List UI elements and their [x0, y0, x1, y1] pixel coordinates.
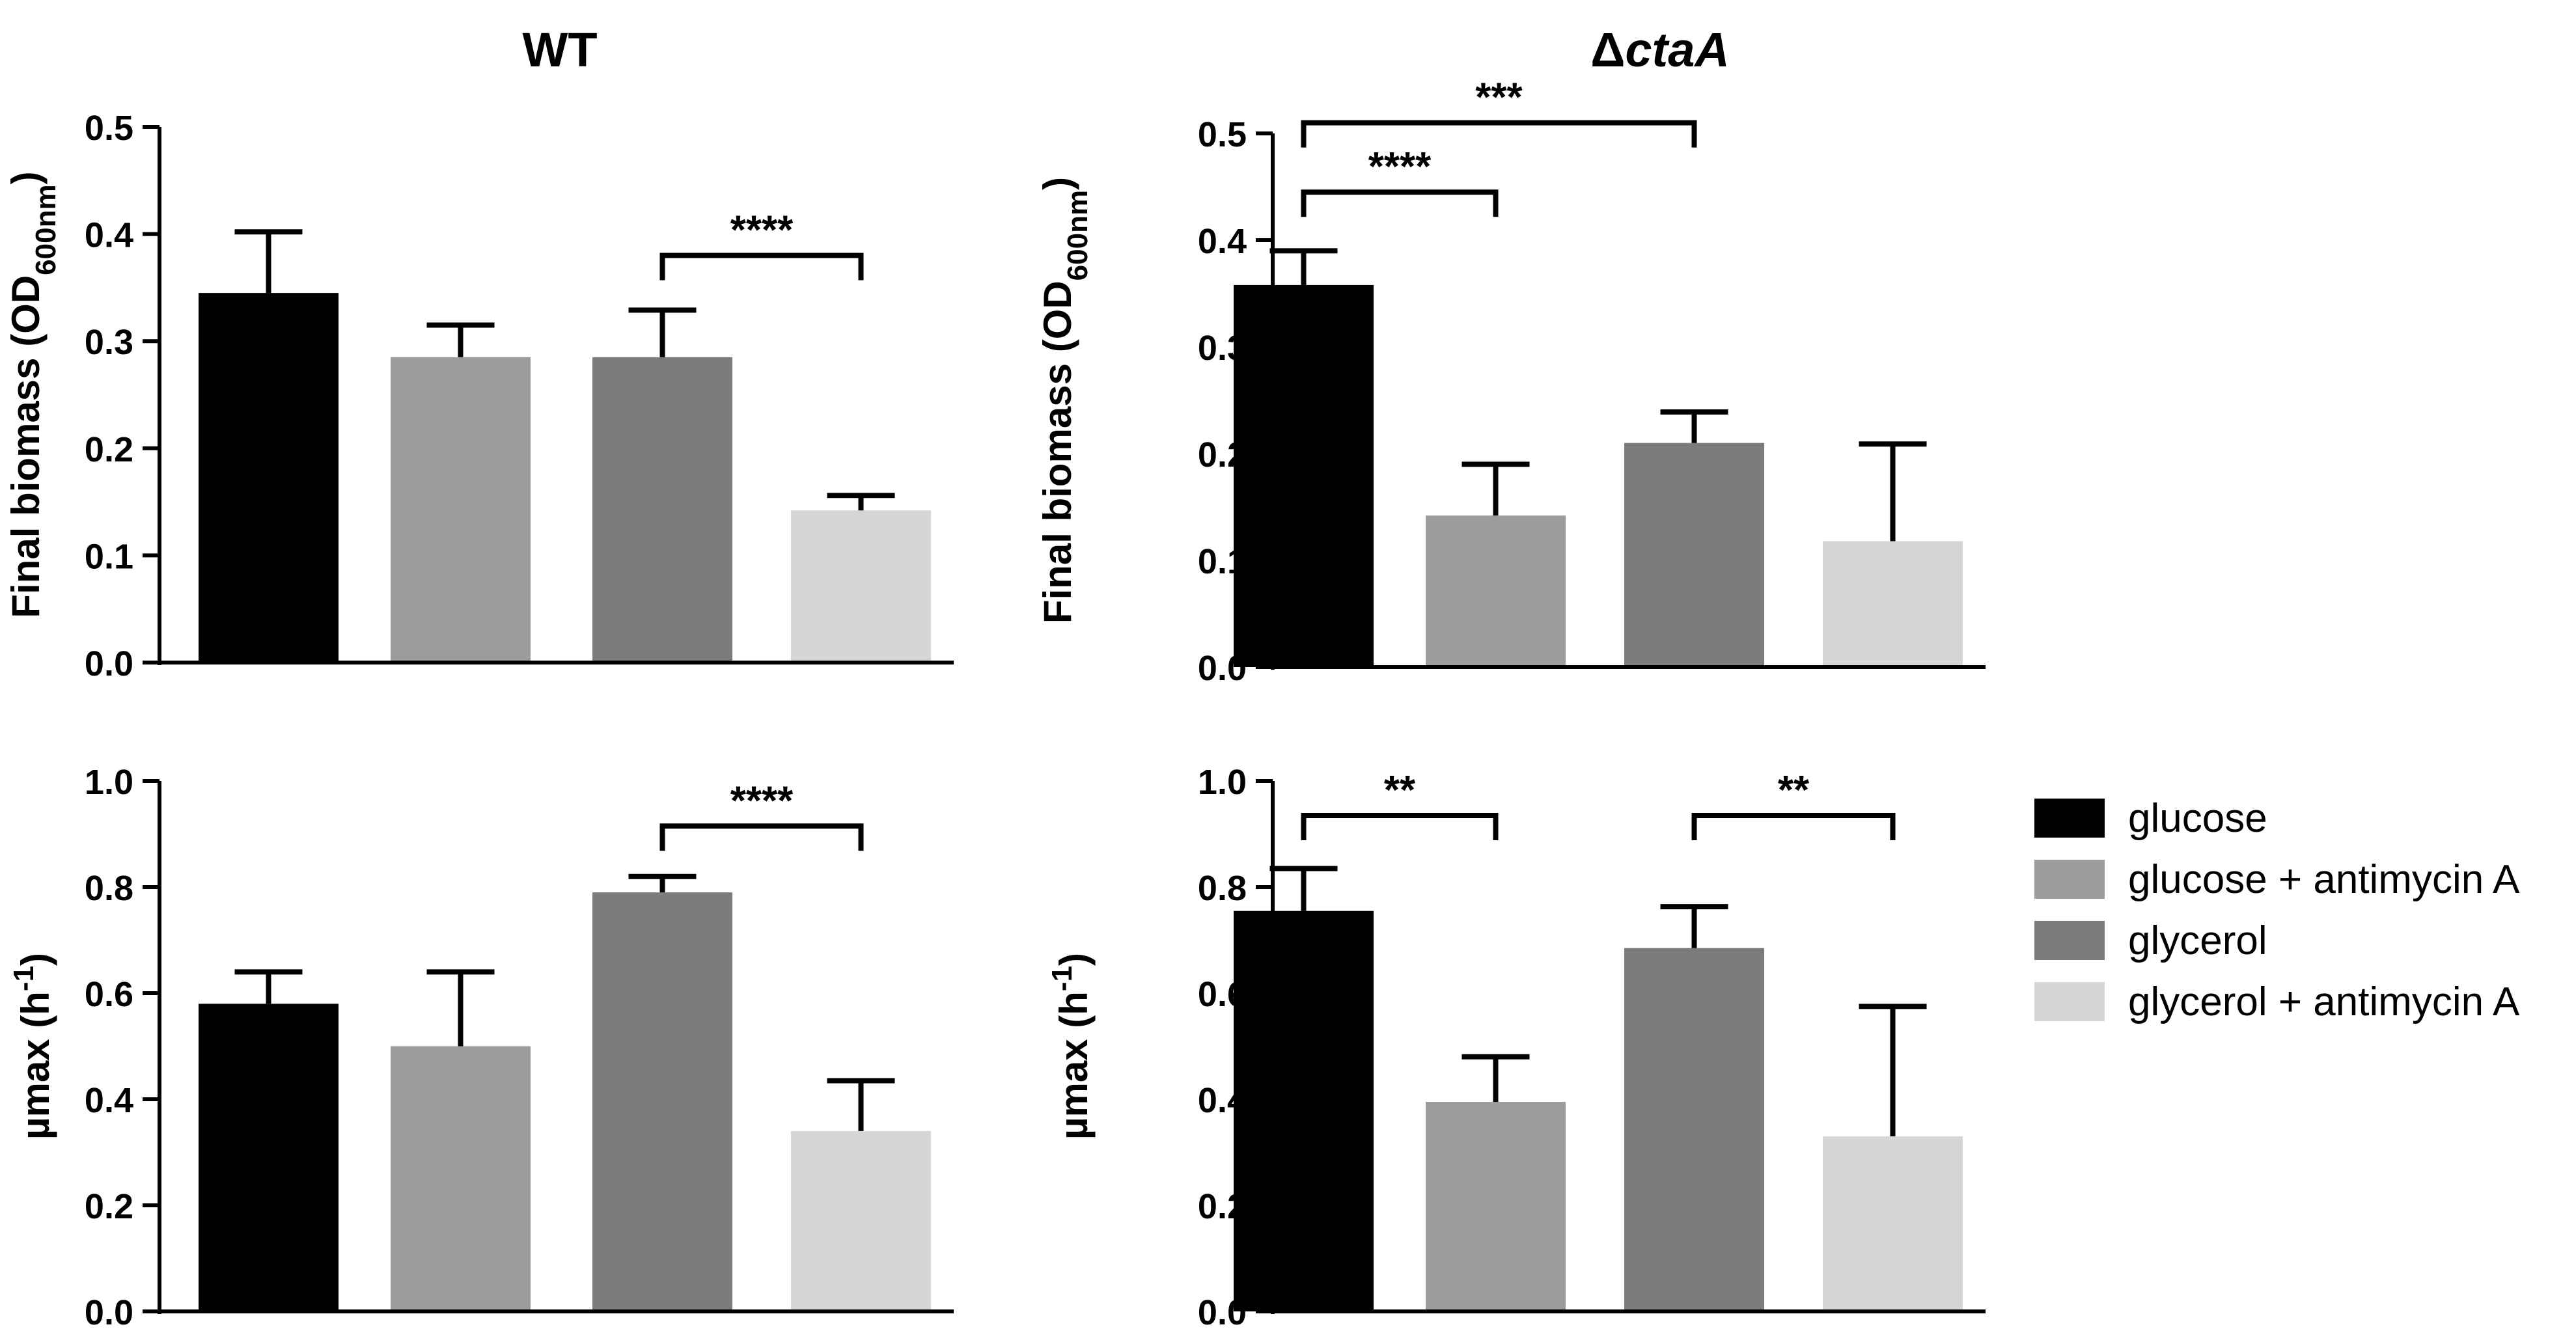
wt-umax-bar [791, 1130, 931, 1311]
wt-biomass-y-axis-label: Final biomass (OD600nm) [4, 171, 62, 618]
wt-biomass-bar [199, 293, 339, 663]
ctaa-umax-significance-bracket [1691, 812, 1896, 840]
ctaa-umax-y-tick-label: 0.8 [1198, 869, 1247, 908]
legend-label: glycerol + antimycin A [2128, 979, 2520, 1024]
legend-label: glucose [2128, 795, 2267, 841]
ctaa-umax-bar [1624, 948, 1764, 1311]
ctaa-biomass-y-tick-label: 0.2 [1198, 435, 1247, 474]
ctaa-umax-y-tick-label: 0.0 [1198, 1293, 1247, 1332]
ctaa-biomass-bar [1624, 443, 1764, 667]
wt-biomass-significance-bracket [659, 253, 864, 281]
wt-umax-significance-bracket [659, 823, 864, 851]
ctaa-biomass-significance-bracket [1301, 189, 1499, 217]
ctaa-umax-bar [1426, 1102, 1566, 1311]
wt-umax-y-tick-label: 0.0 [85, 1293, 133, 1332]
wt-umax-y-tick-label: 0.6 [85, 975, 133, 1014]
wt-biomass-significance-label: **** [730, 208, 794, 253]
legend-swatch-glucose-antimycin [2034, 860, 2105, 899]
legend-item-glucose-antimycin: glucose + antimycin A [2034, 849, 2519, 910]
ctaa-biomass-significance-label: *** [1475, 75, 1523, 120]
ctaa-umax-y-tick-label: 0.6 [1198, 975, 1247, 1014]
ctaa-umax-y-axis-label: µmax (h-1) [1046, 953, 1096, 1140]
wt-umax-bar [592, 892, 732, 1311]
ctaa-umax-significance-bracket [1301, 812, 1499, 840]
ctaa-biomass-y-tick-label: 0.3 [1198, 329, 1247, 368]
ctaa-biomass-significance-label: **** [1368, 144, 1432, 189]
wt-biomass-y-tick-label: 0.5 [85, 109, 133, 148]
ctaa-umax-bar [1823, 1136, 1963, 1311]
wt-umax-bar [199, 1004, 339, 1311]
legend-label: glucose + antimycin A [2128, 856, 2520, 902]
wt-biomass-bar [391, 357, 531, 663]
wt-biomass-y-tick-label: 0.0 [85, 644, 133, 683]
legend-swatch-glycerol-antimycin [2034, 982, 2105, 1021]
ctaa-biomass-bar [1234, 284, 1374, 667]
wt-biomass-bar [592, 357, 732, 663]
wt-umax-y-tick-label: 0.2 [85, 1187, 133, 1226]
ctaa-umax-y-tick-label: 0.2 [1198, 1187, 1247, 1226]
wt-umax-y-tick-label: 1.0 [85, 763, 133, 802]
ctaa-biomass-bar [1823, 541, 1963, 667]
wt-biomass-y-tick-label: 0.1 [85, 537, 133, 576]
panel-title-wt: WT [365, 22, 755, 77]
wt-umax-significance-label: **** [730, 778, 794, 823]
wt-umax-y-axis-label: µmax (h-1) [8, 953, 58, 1140]
legend-swatch-glycerol [2034, 921, 2105, 960]
ctaa-biomass-y-tick-label: 0.4 [1198, 222, 1247, 261]
legend: glucose glucose + antimycin A glycerol g… [2034, 787, 2519, 1032]
title-wt-text: WT [522, 23, 598, 77]
ctaa-umax-y-tick-label: 0.4 [1198, 1081, 1247, 1120]
wt-umax-y-tick-label: 0.4 [85, 1081, 133, 1120]
ctaa-biomass-bar [1426, 515, 1566, 667]
legend-item-glycerol: glycerol [2034, 910, 2519, 971]
legend-swatch-glucose [2034, 799, 2105, 838]
ctaa-biomass-y-axis-label: Final biomass (OD600nm) [1036, 177, 1094, 623]
ctaa-umax-significance-label: ** [1384, 768, 1416, 813]
ctaa-biomass-y-tick-label: 0.5 [1198, 115, 1247, 154]
wt-biomass-bar [791, 510, 931, 663]
ctaa-biomass-y-tick-label: 0.0 [1198, 649, 1247, 688]
ctaa-umax-y-tick-label: 1.0 [1198, 763, 1247, 802]
ctaa-biomass-y-tick-label: 0.1 [1198, 542, 1247, 581]
ctaa-biomass-significance-bracket [1301, 120, 1697, 148]
title-ctaa-text: ctaA [1625, 23, 1730, 77]
wt-biomass-y-tick-label: 0.4 [85, 216, 133, 255]
ctaa-umax-significance-label: ** [1778, 768, 1810, 813]
wt-biomass-y-tick-label: 0.2 [85, 430, 133, 469]
wt-umax-bar [391, 1046, 531, 1311]
legend-item-glucose: glucose [2034, 787, 2519, 849]
legend-label: glycerol [2128, 918, 2267, 963]
ctaa-umax-bar [1234, 911, 1374, 1311]
wt-umax-y-tick-label: 0.8 [85, 869, 133, 908]
panel-title-ctaa: ΔctaA [1465, 22, 1855, 77]
title-delta-text: Δ [1590, 23, 1626, 77]
legend-item-glycerol-antimycin: glycerol + antimycin A [2034, 971, 2519, 1032]
wt-biomass-y-tick-label: 0.3 [85, 323, 133, 362]
